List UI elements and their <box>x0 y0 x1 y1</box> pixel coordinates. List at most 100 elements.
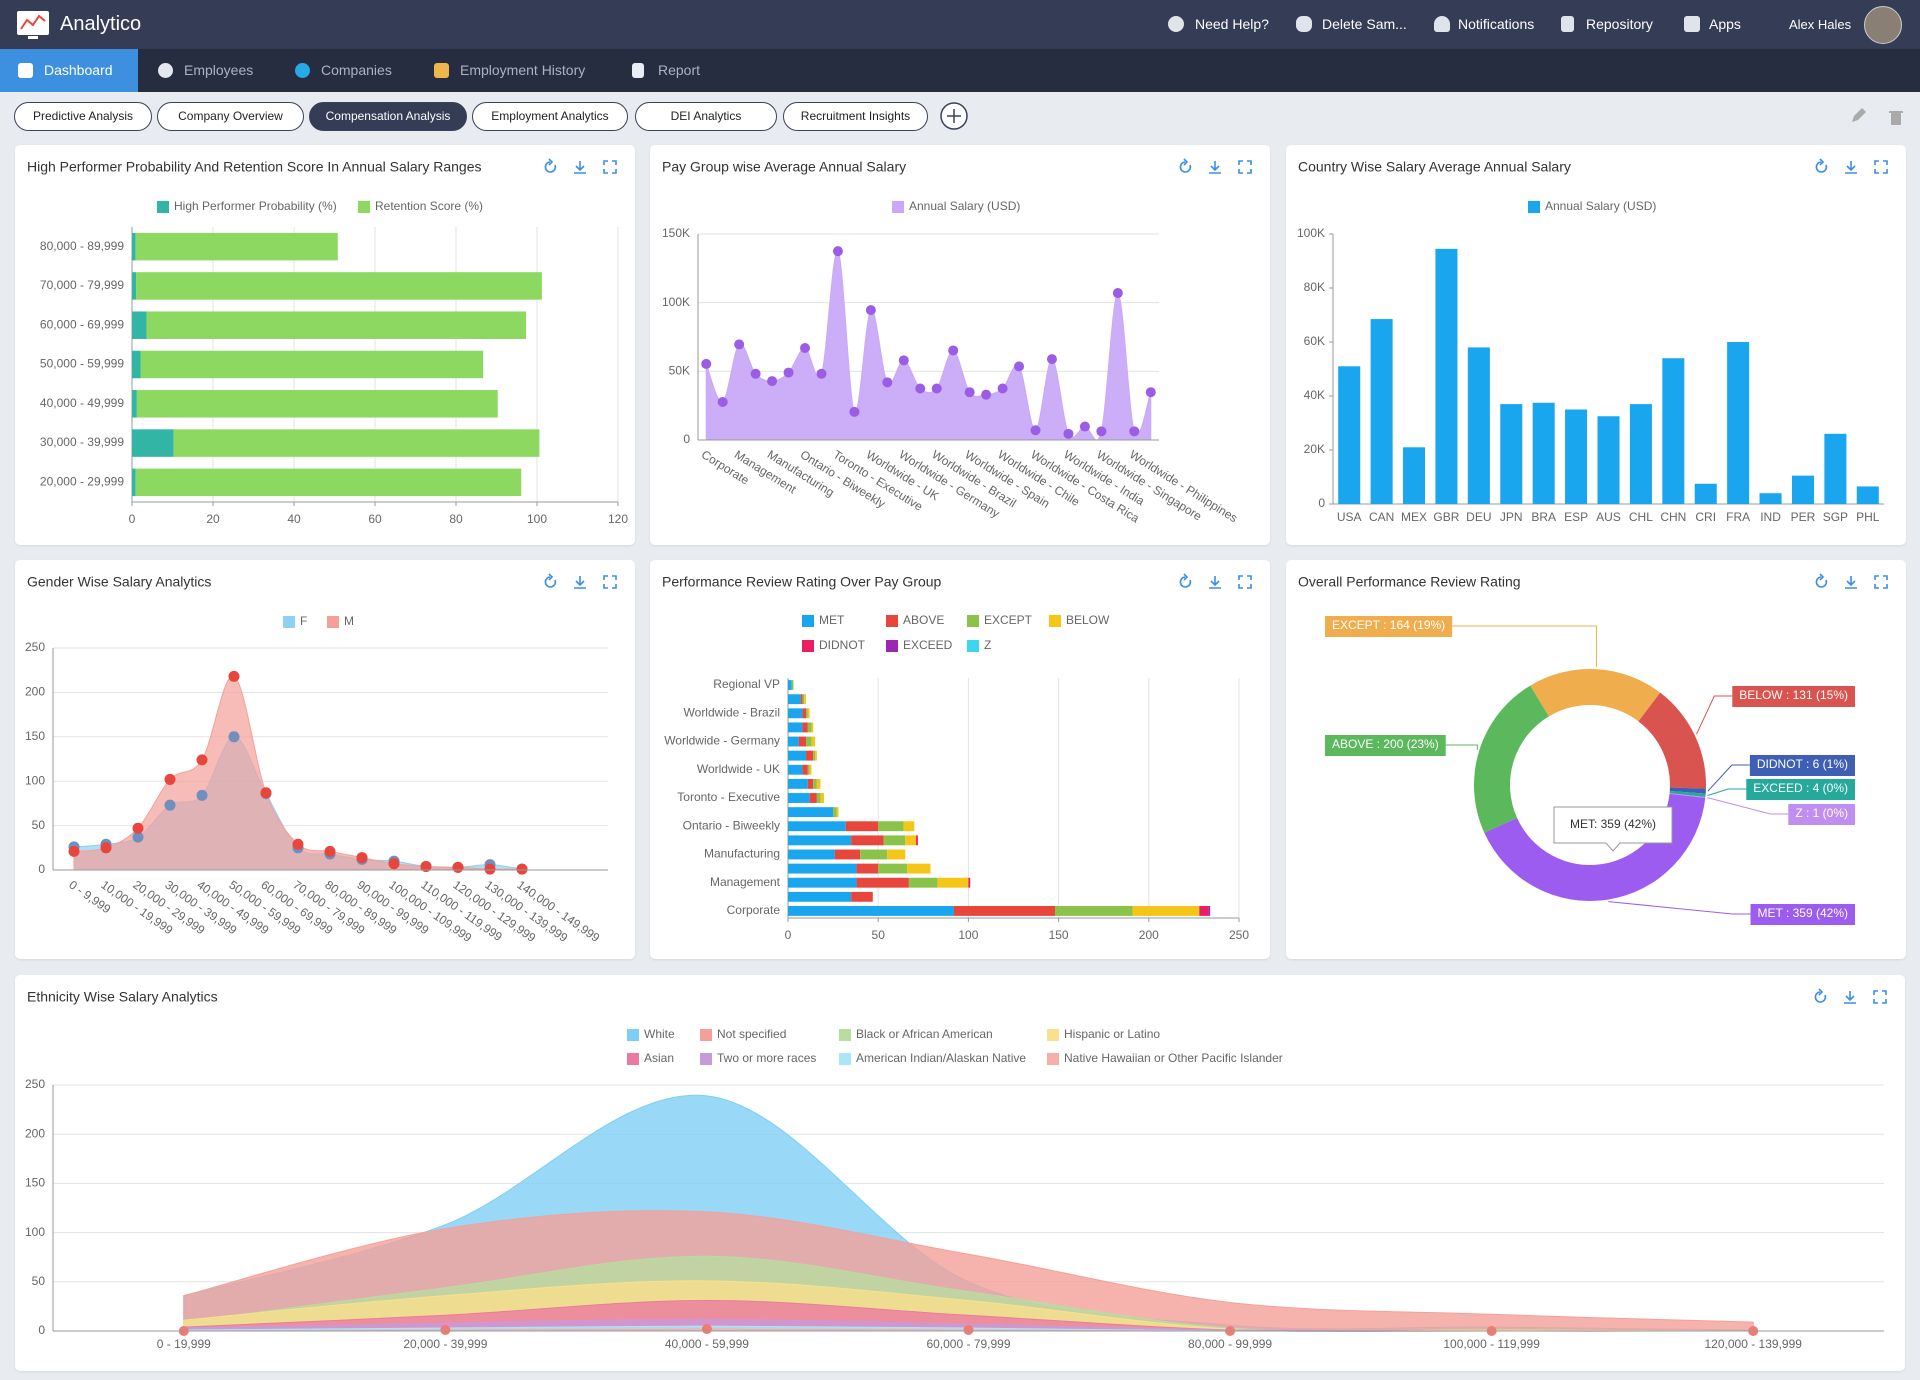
bar-segment[interactable] <box>1208 906 1211 916</box>
bar-segment[interactable] <box>806 708 808 719</box>
nav-employment-history[interactable]: Employment History <box>416 49 585 92</box>
download-button[interactable] <box>1209 161 1221 174</box>
bar-segment[interactable] <box>833 807 837 818</box>
bar-segment[interactable] <box>788 835 852 846</box>
bar-segment[interactable] <box>140 350 484 379</box>
refresh-button[interactable] <box>1179 573 1192 588</box>
bar-segment[interactable] <box>807 722 812 733</box>
legend-label[interactable]: Z <box>984 638 991 652</box>
bar-segment[interactable] <box>809 764 812 775</box>
bar-segment[interactable] <box>146 311 527 339</box>
fullscreen-button[interactable] <box>603 575 617 589</box>
bar-segment[interactable] <box>813 750 816 761</box>
legend-swatch[interactable] <box>839 1029 851 1041</box>
repository-link[interactable]: Repository <box>1586 16 1653 32</box>
legend-label[interactable]: F <box>300 614 307 628</box>
bar[interactable] <box>1759 493 1782 504</box>
bar-segment[interactable] <box>1199 906 1209 916</box>
tab[interactable]: Employment Analytics <box>472 102 628 131</box>
legend-swatch[interactable] <box>157 201 169 213</box>
legend-swatch[interactable] <box>839 1053 851 1065</box>
fullscreen-button[interactable] <box>1874 575 1888 589</box>
bar-segment[interactable] <box>788 793 810 803</box>
bar[interactable] <box>1727 342 1750 504</box>
fullscreen-button[interactable] <box>603 160 617 174</box>
apps-link[interactable]: Apps <box>1709 16 1741 32</box>
bar-segment[interactable] <box>802 764 808 775</box>
download-button[interactable] <box>1844 991 1856 1004</box>
marker[interactable] <box>816 368 827 379</box>
marker[interactable] <box>734 339 745 350</box>
user-name[interactable]: Alex Hales <box>1789 17 1852 32</box>
legend-swatch[interactable] <box>627 1029 639 1041</box>
marker[interactable] <box>717 396 728 407</box>
legend-label[interactable]: Native Hawaiian or Other Pacific Islande… <box>1064 1051 1283 1065</box>
legend-swatch[interactable] <box>802 640 814 652</box>
marker[interactable] <box>484 863 496 875</box>
marker[interactable] <box>865 305 876 316</box>
bar-segment[interactable] <box>836 807 839 818</box>
bar-segment[interactable] <box>132 232 136 261</box>
bar-segment[interactable] <box>135 468 522 497</box>
bar[interactable] <box>1629 404 1652 504</box>
bar-segment[interactable] <box>788 891 852 902</box>
legend-label[interactable]: ABOVE <box>903 613 944 627</box>
bar-segment[interactable] <box>788 778 808 789</box>
bar[interactable] <box>1824 433 1847 504</box>
marker[interactable] <box>68 845 80 857</box>
marker[interactable] <box>228 670 240 682</box>
bar-segment[interactable] <box>788 736 799 747</box>
legend-swatch[interactable] <box>892 201 904 213</box>
bar-segment[interactable] <box>136 390 498 418</box>
bar-segment[interactable] <box>809 793 817 803</box>
legend-swatch[interactable] <box>327 616 339 628</box>
fullscreen-button[interactable] <box>1874 160 1888 174</box>
bar-segment[interactable] <box>903 821 915 832</box>
marker[interactable] <box>981 389 992 400</box>
bar-segment[interactable] <box>883 835 906 846</box>
tab[interactable]: Recruitment Insights <box>783 102 928 131</box>
add-tab-button[interactable] <box>939 101 969 131</box>
legend-label[interactable]: Annual Salary (USD) <box>909 199 1020 213</box>
bar[interactable] <box>1500 404 1523 504</box>
bar-segment[interactable] <box>132 390 137 418</box>
download-button[interactable] <box>574 161 586 174</box>
tab[interactable]: Predictive Analysis <box>14 102 152 131</box>
marker[interactable] <box>100 842 112 854</box>
user-avatar[interactable] <box>1864 6 1902 44</box>
marker[interactable] <box>915 383 926 394</box>
marker[interactable] <box>164 799 176 811</box>
legend-swatch[interactable] <box>886 640 898 652</box>
notifications-link[interactable]: Notifications <box>1458 16 1535 32</box>
tab[interactable]: Company Overview <box>157 102 304 131</box>
bar-segment[interactable] <box>800 694 803 705</box>
bar-segment[interactable] <box>851 891 873 902</box>
slice[interactable] <box>1474 685 1549 833</box>
fullscreen-button[interactable] <box>1238 160 1252 174</box>
bar[interactable] <box>1338 366 1361 504</box>
marker[interactable] <box>898 355 909 366</box>
marker[interactable] <box>783 367 794 378</box>
bar-segment[interactable] <box>173 429 540 457</box>
legend-label[interactable]: MET <box>819 613 845 627</box>
legend-swatch[interactable] <box>700 1029 712 1041</box>
marker[interactable] <box>516 863 528 875</box>
bar-segment[interactable] <box>878 821 904 832</box>
marker[interactable] <box>132 831 144 843</box>
marker[interactable] <box>997 383 1008 394</box>
legend-label[interactable]: High Performer Probability (%) <box>174 199 337 213</box>
bar-segment[interactable] <box>788 708 803 719</box>
bar-segment[interactable] <box>136 272 542 300</box>
bar-segment[interactable] <box>788 680 792 690</box>
bar[interactable] <box>1467 347 1490 504</box>
bar[interactable] <box>1597 416 1620 504</box>
slice[interactable] <box>1669 790 1706 797</box>
marker[interactable] <box>767 376 778 387</box>
slice[interactable] <box>1484 793 1706 902</box>
refresh-button[interactable] <box>544 573 557 588</box>
bar-segment[interactable] <box>788 764 803 775</box>
bar-segment[interactable] <box>788 807 834 818</box>
bar-segment[interactable] <box>887 849 906 860</box>
delete-button[interactable] <box>1886 108 1906 128</box>
bar-segment[interactable] <box>851 835 884 846</box>
